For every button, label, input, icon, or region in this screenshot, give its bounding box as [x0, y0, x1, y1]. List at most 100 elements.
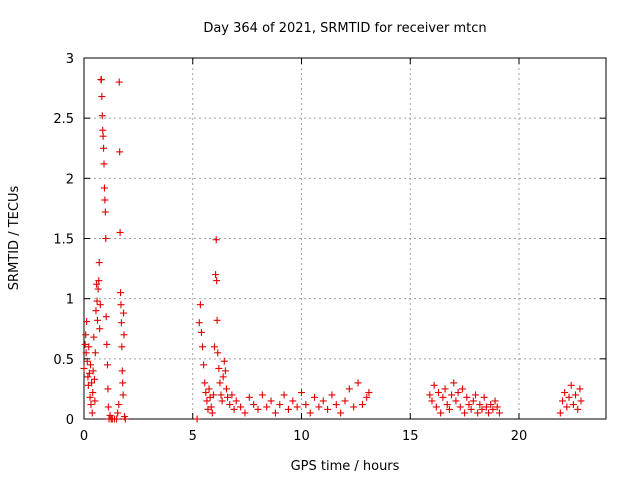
- data-point: [99, 132, 107, 140]
- data-point: [319, 397, 327, 405]
- data-point: [328, 391, 336, 399]
- y-tick-label: 3: [66, 52, 74, 67]
- data-point: [211, 343, 218, 351]
- data-point: [569, 401, 577, 409]
- data-point: [98, 112, 106, 120]
- data-point: [219, 373, 227, 381]
- data-point: [476, 401, 484, 409]
- data-point: [82, 331, 90, 339]
- data-point: [426, 391, 434, 399]
- data-point: [302, 401, 310, 409]
- data-point: [114, 409, 122, 417]
- y-tick-label: 2.5: [53, 112, 74, 127]
- data-point: [450, 379, 458, 387]
- data-point: [91, 397, 99, 405]
- data-point: [354, 379, 362, 387]
- data-point: [267, 397, 275, 405]
- data-point: [101, 208, 109, 216]
- data-point: [98, 93, 106, 101]
- plot-frame: [83, 57, 607, 420]
- data-point: [83, 318, 91, 326]
- data-point: [93, 280, 101, 288]
- data-point: [197, 328, 205, 336]
- data-point: [289, 397, 297, 405]
- data-point: [458, 385, 466, 393]
- data-point: [103, 361, 111, 369]
- data-point: [117, 319, 125, 327]
- data-point: [345, 385, 353, 393]
- data-point: [332, 401, 340, 409]
- data-point: [92, 307, 100, 315]
- data-point: [556, 409, 564, 417]
- data-point: [89, 389, 97, 397]
- data-point: [341, 397, 349, 405]
- y-tick-label: 1: [66, 293, 74, 308]
- x-axis-label: GPS time / hours: [291, 459, 400, 474]
- data-point: [298, 389, 305, 397]
- data-point: [84, 373, 92, 381]
- data-point: [487, 401, 495, 409]
- data-points: [80, 76, 585, 423]
- data-point: [474, 409, 482, 417]
- data-point: [116, 148, 124, 156]
- data-point: [209, 391, 217, 399]
- data-point: [102, 313, 110, 321]
- data-point: [241, 409, 249, 417]
- data-point: [461, 409, 469, 417]
- data-point: [120, 331, 128, 339]
- data-point: [448, 391, 456, 399]
- data-point: [493, 403, 501, 411]
- data-point: [454, 389, 462, 397]
- data-point: [102, 235, 110, 242]
- data-point: [80, 364, 88, 372]
- data-point: [90, 375, 98, 383]
- data-point: [293, 403, 301, 411]
- data-point: [258, 391, 266, 399]
- data-point: [226, 401, 234, 409]
- data-point: [428, 397, 436, 405]
- data-point: [89, 367, 97, 375]
- data-point: [222, 385, 230, 393]
- data-point: [263, 403, 271, 411]
- data-point: [85, 369, 93, 377]
- data-point: [208, 409, 216, 417]
- data-point: [432, 403, 440, 411]
- data-point: [100, 144, 108, 152]
- data-point: [205, 385, 213, 393]
- data-point: [443, 401, 451, 409]
- data-point: [203, 397, 211, 405]
- data-point: [96, 301, 104, 309]
- data-point: [93, 297, 101, 305]
- data-point: [104, 385, 112, 393]
- y-tick-label: 2: [66, 172, 74, 187]
- data-point: [94, 285, 102, 293]
- data-point: [435, 389, 443, 397]
- data-point: [228, 391, 236, 399]
- data-point: [106, 411, 114, 419]
- data-point: [365, 389, 373, 397]
- data-point: [224, 393, 232, 401]
- data-point: [218, 397, 226, 405]
- data-point: [358, 401, 366, 409]
- data-point: [115, 78, 123, 86]
- axis-ticks: 0 0.5 1 1.5 2 2.5 3 0 5 10 15 20: [53, 52, 606, 444]
- data-point: [563, 403, 571, 411]
- data-point: [97, 76, 105, 84]
- data-point: [100, 184, 108, 192]
- data-point: [237, 403, 245, 411]
- data-point: [121, 415, 129, 423]
- data-point: [216, 379, 224, 387]
- data-point: [315, 403, 323, 411]
- data-point: [306, 409, 314, 417]
- data-point: [213, 277, 221, 285]
- data-point: [202, 389, 210, 397]
- data-point: [99, 126, 107, 134]
- data-point: [200, 361, 208, 369]
- data-point: [430, 381, 438, 389]
- grid-lines: [84, 58, 606, 419]
- data-point: [559, 397, 566, 405]
- data-point: [103, 340, 111, 348]
- data-point: [452, 397, 460, 405]
- data-point: [221, 367, 229, 375]
- data-point: [119, 391, 127, 399]
